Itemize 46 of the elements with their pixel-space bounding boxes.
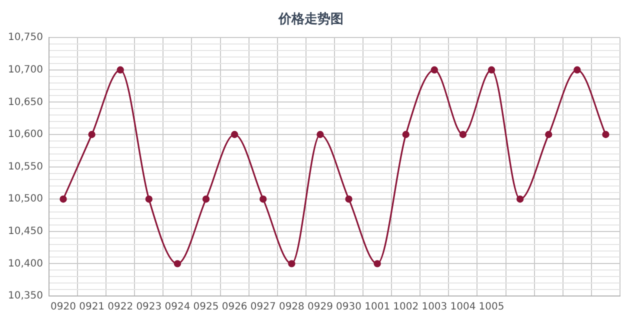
point bbox=[145, 196, 153, 203]
y-tick-label: 10,350 bbox=[8, 290, 43, 302]
x-tick-label: 0921 bbox=[79, 302, 105, 313]
point bbox=[288, 260, 296, 268]
point bbox=[574, 66, 581, 74]
y-tick-label: 10,700 bbox=[8, 64, 43, 76]
y-tick-label: 10,400 bbox=[8, 258, 43, 270]
y-tick-label: 10,550 bbox=[8, 161, 43, 172]
point bbox=[174, 260, 182, 268]
point bbox=[116, 66, 124, 74]
point bbox=[602, 130, 610, 138]
x-tick-label: 1004 bbox=[450, 302, 476, 313]
chart-title: 价格走势图 bbox=[278, 11, 344, 28]
point bbox=[545, 130, 552, 138]
x-tick-label: 1002 bbox=[393, 302, 419, 313]
x-tick-label: 0922 bbox=[108, 302, 134, 313]
point bbox=[88, 130, 96, 138]
x-tick-label: 1001 bbox=[364, 302, 390, 313]
point bbox=[202, 196, 210, 203]
x-tick-label: 0925 bbox=[193, 302, 219, 313]
y-tick-label: 10,750 bbox=[8, 32, 43, 44]
point bbox=[488, 66, 496, 74]
x-tick-label: 0920 bbox=[50, 302, 76, 313]
point bbox=[60, 196, 67, 203]
point bbox=[230, 130, 238, 138]
point bbox=[459, 130, 467, 138]
y-tick-label: 10,650 bbox=[8, 96, 43, 108]
x-tick-label: 1005 bbox=[478, 302, 504, 313]
point bbox=[516, 196, 524, 203]
point bbox=[316, 130, 324, 138]
x-tick-label: 0927 bbox=[250, 302, 276, 313]
x-tick-label: 0930 bbox=[336, 302, 362, 313]
y-tick-label: 10,500 bbox=[8, 194, 43, 205]
y-tick-label: 10,450 bbox=[8, 226, 43, 237]
x-tick-label: 0923 bbox=[136, 302, 162, 313]
point bbox=[430, 66, 438, 74]
x-tick-label: 1003 bbox=[422, 302, 448, 313]
point bbox=[345, 196, 352, 203]
point bbox=[260, 196, 267, 203]
point bbox=[374, 260, 381, 268]
x-tick-label: 0929 bbox=[307, 302, 333, 313]
point bbox=[402, 130, 410, 138]
x-tick-label: 0926 bbox=[222, 302, 248, 313]
x-tick-label: 0928 bbox=[278, 302, 304, 313]
y-tick-label: 10,600 bbox=[8, 129, 43, 140]
x-tick-label: 0924 bbox=[164, 302, 190, 313]
